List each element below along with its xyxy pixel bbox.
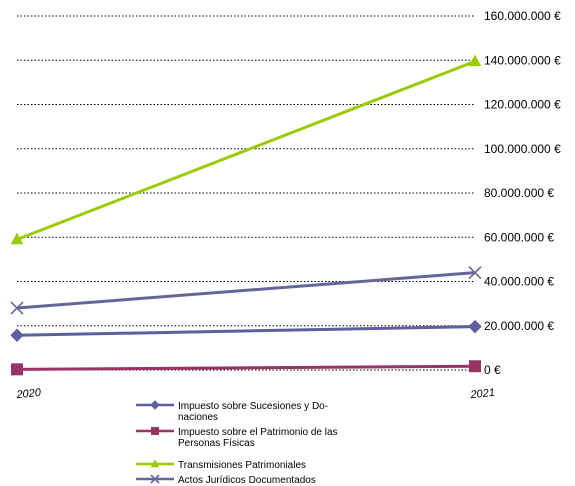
y-tick-label: 140.000.000 € (484, 53, 561, 67)
data-point (469, 54, 482, 66)
y-tick-label: 20.000.000 € (484, 319, 554, 333)
legend-item: Transmisiones Patrimoniales (136, 459, 306, 471)
series-line (17, 327, 475, 336)
legend-label: Personas Físicas (178, 438, 255, 449)
x-tick-label: 2020 (15, 387, 42, 402)
legend-item: Actos Jurídicos Documentados (136, 475, 316, 486)
legend-item: Impuesto sobre el Patrimonio de lasPerso… (136, 427, 338, 449)
y-tick-label: 0 € (484, 363, 501, 377)
legend-marker (151, 427, 159, 435)
legend-label: Transmisiones Patrimoniales (178, 460, 306, 471)
series-line (17, 273, 475, 308)
series-line (17, 61, 475, 239)
y-tick-label: 120.000.000 € (484, 98, 561, 112)
data-point (469, 360, 481, 372)
legend-label: Actos Jurídicos Documentados (178, 475, 316, 486)
y-tick-label: 80.000.000 € (484, 186, 554, 200)
data-point (469, 321, 481, 333)
x-axis-ticks: 2020 2021 (15, 387, 496, 402)
x-tick-label: 2021 (469, 387, 496, 402)
legend-item: Impuesto sobre Sucesiones y Do-naciones (136, 401, 328, 423)
y-tick-label: 60.000.000 € (484, 230, 554, 244)
legend-label: Impuesto sobre Sucesiones y Do- (178, 401, 328, 412)
legend-marker (151, 401, 159, 409)
legend-label: Impuesto sobre el Patrimonio de las (178, 427, 338, 438)
y-tick-label: 100.000.000 € (484, 142, 561, 156)
series-lines (11, 54, 482, 375)
series-line (17, 366, 475, 369)
gridlines (17, 16, 475, 370)
data-point (11, 329, 23, 341)
y-axis-ticks: 0 € 20.000.000 € 40.000.000 € 60.000.000 € 8… (484, 9, 561, 377)
legend: Impuesto sobre Sucesiones y Do-nacionesI… (136, 401, 338, 486)
legend-label: naciones (178, 412, 218, 423)
data-point (11, 363, 23, 375)
y-tick-label: 160.000.000 € (484, 9, 561, 23)
y-tick-label: 40.000.000 € (484, 275, 554, 289)
